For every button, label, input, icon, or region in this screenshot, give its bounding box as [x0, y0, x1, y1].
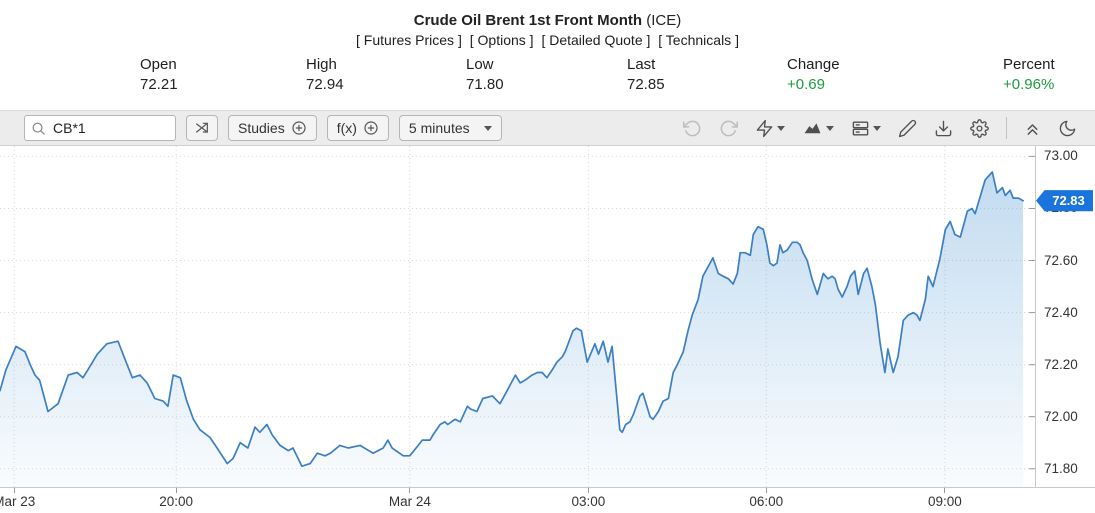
gear-icon	[970, 118, 989, 138]
time-axis-label: Mar 23	[0, 494, 36, 509]
price-axis-label: 73.00	[1044, 148, 1078, 164]
link-futures-prices[interactable]: [ Futures Prices ]	[356, 32, 462, 48]
chevron-down-icon	[873, 125, 881, 131]
price-axis-label: 71.80	[1044, 460, 1078, 476]
instrument-name: Crude Oil Brent 1st Front Month	[413, 12, 643, 29]
chart-plot[interactable]	[0, 146, 1035, 487]
redo-icon	[719, 119, 738, 138]
quote-field-change: Change +0.69	[787, 56, 840, 93]
panels-layout-dropdown[interactable]	[851, 119, 881, 138]
quote-field-last: Last 72.85	[627, 56, 665, 93]
search-icon	[31, 121, 46, 136]
symbol-search-input[interactable]	[51, 119, 169, 137]
redo-button[interactable]	[719, 119, 738, 138]
undo-button[interactable]	[683, 119, 702, 138]
price-axis-label: 72.60	[1044, 252, 1078, 268]
time-axis-label: 06:00	[749, 494, 784, 509]
settings-button[interactable]	[970, 118, 989, 138]
chart-style-dropdown[interactable]	[802, 119, 834, 138]
pencil-icon	[898, 119, 917, 138]
link-technicals[interactable]: [ Technicals ]	[658, 32, 739, 48]
time-axis-label: Mar 24	[388, 494, 431, 509]
time-axis-tick	[409, 488, 411, 493]
studies-label: Studies	[238, 120, 285, 136]
quote-field-open: Open 72.21	[140, 56, 178, 93]
double-chevron-up-icon	[1024, 120, 1041, 137]
time-axis-tick	[944, 488, 946, 493]
download-button[interactable]	[934, 119, 953, 138]
studies-button[interactable]: Studies	[228, 115, 317, 141]
exchange-name: (ICE)	[646, 12, 682, 29]
compare-icon	[194, 120, 210, 136]
lightning-icon	[755, 119, 774, 138]
plus-circle-icon	[363, 120, 379, 136]
toolbar-icon-group	[683, 117, 1077, 139]
compare-symbol-button[interactable]	[186, 115, 218, 141]
time-axis-label: 03:00	[571, 494, 606, 509]
interval-dropdown[interactable]: 5 minutes	[398, 115, 502, 141]
dark-mode-toggle[interactable]	[1058, 119, 1077, 138]
fx-functions-button[interactable]: f(x)	[326, 115, 389, 141]
quote-summary-row: Open 72.21 High 72.94 Low 71.80 Last 72.…	[0, 55, 1095, 103]
price-axis-label: 72.20	[1044, 356, 1078, 372]
collapse-toolbar-button[interactable]	[1024, 120, 1041, 137]
quote-field-high: High 72.94	[306, 56, 344, 93]
time-axis-tick	[587, 488, 589, 493]
price-axis-label: 72.40	[1044, 304, 1078, 320]
moon-icon	[1058, 119, 1077, 138]
interval-label: 5 minutes	[408, 120, 470, 136]
time-axis-tick	[13, 488, 15, 493]
download-icon	[934, 119, 953, 138]
quote-field-low: Low 71.80	[466, 56, 504, 93]
undo-icon	[683, 119, 702, 138]
chevron-down-icon	[826, 125, 834, 131]
area-chart-icon	[802, 119, 823, 138]
time-axis-tick	[765, 488, 767, 493]
panels-layout-icon	[851, 119, 870, 138]
link-options[interactable]: [ Options ]	[469, 32, 534, 48]
quote-field-percent: Percent +0.96%	[1003, 56, 1055, 93]
page-title: Crude Oil Brent 1st Front Month (ICE)	[0, 0, 1095, 29]
fx-label: f(x)	[336, 120, 357, 136]
time-axis-label: 20:00	[159, 494, 194, 509]
time-axis-tick	[175, 488, 177, 493]
draw-tools-button[interactable]	[898, 119, 917, 138]
quote-nav-links: [ Futures Prices ] [ Options ] [ Detaile…	[0, 32, 1095, 48]
toolbar-divider	[1006, 117, 1007, 139]
alerts-dropdown[interactable]	[755, 119, 785, 138]
plus-circle-icon	[291, 120, 307, 136]
time-axis-label: 09:00	[927, 494, 962, 509]
chart-toolbar: Studies f(x) 5 minutes	[0, 110, 1095, 146]
chevron-down-icon	[483, 125, 492, 131]
symbol-search-box[interactable]	[24, 115, 176, 141]
chevron-down-icon	[777, 125, 785, 131]
price-axis-label: 72.00	[1044, 408, 1078, 424]
time-axis[interactable]: Mar 23 20:00 Mar 24 03:00 06:00 09:00	[0, 487, 1095, 513]
last-price-badge: 72.83	[1036, 190, 1093, 212]
link-detailed-quote[interactable]: [ Detailed Quote ]	[541, 32, 651, 48]
